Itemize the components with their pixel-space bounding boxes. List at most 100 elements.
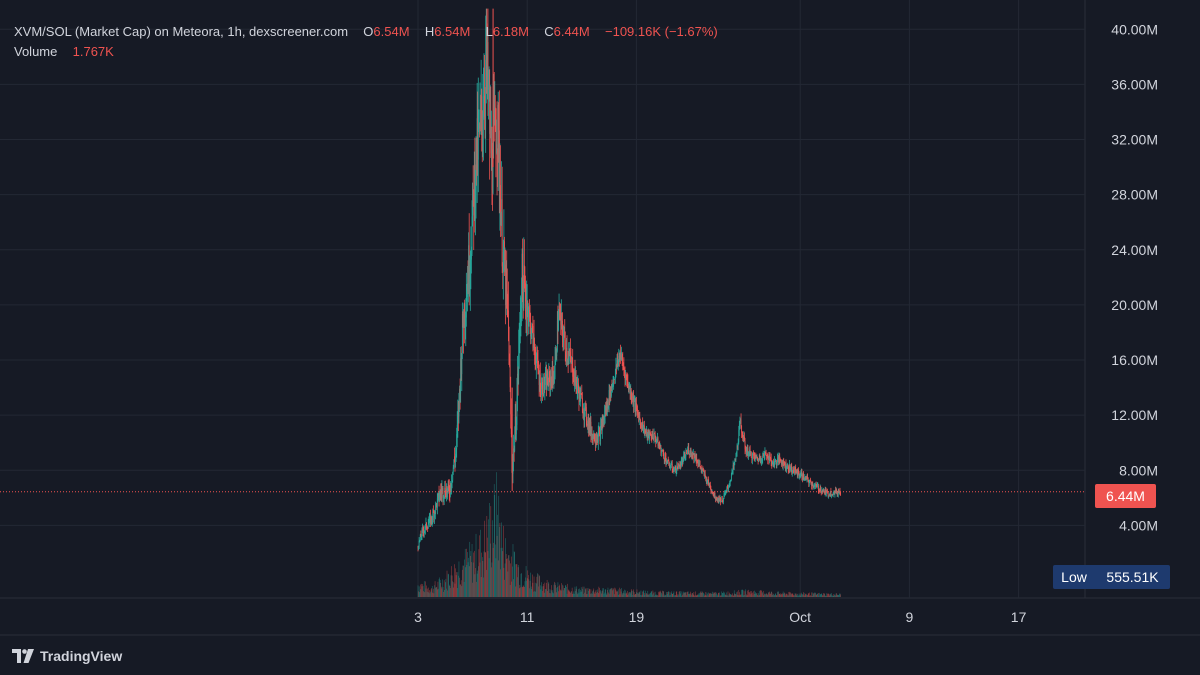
- symbol-title[interactable]: XVM/SOL (Market Cap) on Meteora, 1h, dex…: [14, 24, 349, 39]
- volume-bar: [807, 593, 809, 597]
- volume-bar: [441, 588, 443, 597]
- volume-bar: [557, 582, 559, 597]
- candle-body: [455, 453, 456, 462]
- candle-body: [475, 138, 477, 187]
- volume-bar: [768, 592, 769, 597]
- volume-bar: [721, 591, 723, 597]
- volume-bar: [801, 592, 802, 597]
- candle-body: [485, 23, 487, 60]
- volume-bar: [422, 584, 423, 597]
- volume-bar: [630, 589, 632, 597]
- volume-bar: [419, 584, 421, 597]
- volume-bar: [578, 589, 579, 597]
- candle-body: [464, 304, 466, 323]
- candle-body: [671, 463, 673, 470]
- candle-body: [704, 473, 706, 476]
- volume-bar: [748, 591, 750, 597]
- ohlc-legend-row: XVM/SOL (Market Cap) on Meteora, 1h, dex…: [14, 22, 718, 42]
- volume-bar: [839, 593, 841, 597]
- volume-bar: [682, 593, 684, 597]
- volume-label[interactable]: Volume: [14, 44, 58, 59]
- candle-body: [730, 479, 732, 482]
- volume-bar: [531, 588, 533, 597]
- candle-body: [639, 419, 641, 424]
- candle-body: [571, 359, 573, 361]
- volume-bar: [644, 593, 645, 597]
- candle-body: [555, 348, 557, 361]
- volume-bar: [626, 592, 628, 597]
- candle-body: [699, 463, 700, 465]
- time-axis[interactable]: 3 11 19 Oct 9 17: [414, 609, 1026, 625]
- volume-bar: [690, 591, 691, 597]
- volume-bar: [832, 595, 833, 597]
- candle-body: [695, 457, 697, 461]
- candle-body: [815, 484, 817, 486]
- volume-bar: [656, 594, 657, 597]
- candle-body: [794, 467, 795, 472]
- volume-bar: [766, 593, 768, 597]
- volume-bar: [813, 594, 815, 597]
- volume-bar: [719, 595, 721, 597]
- candle-body: [534, 350, 536, 361]
- volume-bar: [585, 589, 587, 597]
- candle-body: [624, 369, 625, 372]
- candle-body: [819, 487, 821, 491]
- volume-bar: [621, 588, 622, 597]
- candle-body: [745, 449, 746, 451]
- volume-bar: [589, 588, 591, 597]
- volume-bar: [781, 594, 782, 597]
- volume-bar: [520, 587, 521, 597]
- low-price-tag: Low 555.51K: [1053, 565, 1170, 589]
- candle-body: [820, 487, 822, 492]
- volume-bar: [504, 579, 505, 597]
- volume-bar: [533, 576, 535, 597]
- candle-body: [759, 457, 761, 461]
- volume-bar: [671, 591, 672, 597]
- candle-body: [567, 358, 568, 360]
- candle-body: [709, 485, 711, 490]
- volume-bar: [805, 593, 807, 597]
- volume-bar: [532, 582, 534, 597]
- volume-bar: [723, 591, 724, 597]
- volume-bar: [579, 588, 580, 597]
- volume-bar: [505, 538, 506, 597]
- volume-bar: [489, 502, 490, 597]
- candle-body: [577, 383, 579, 392]
- volume-bar: [607, 587, 609, 597]
- candle-body: [419, 534, 421, 540]
- candle-body: [555, 348, 557, 357]
- volume-bar: [418, 591, 419, 597]
- volume-bar: [438, 579, 440, 597]
- candle-body: [438, 492, 440, 501]
- candle-body: [579, 389, 581, 402]
- volume-bar: [836, 595, 838, 597]
- volume-bar: [802, 594, 803, 597]
- volume-bar: [528, 579, 530, 597]
- volume-bar: [559, 584, 560, 597]
- candle-body: [776, 462, 778, 465]
- candle-body: [608, 407, 609, 408]
- candle-body: [480, 109, 481, 111]
- candle-body: [458, 393, 460, 417]
- price-axis[interactable]: 4.00M8.00M12.00M16.00M20.00M24.00M28.00M…: [1111, 21, 1158, 533]
- volume-bar: [438, 588, 439, 597]
- volume-bar: [423, 581, 425, 597]
- candle-body: [782, 459, 784, 466]
- candle-body: [529, 310, 530, 315]
- candle-body: [469, 259, 471, 279]
- candle-body: [787, 464, 789, 470]
- volume-bar: [617, 589, 619, 597]
- candle-body: [761, 460, 762, 462]
- volume-bar: [832, 596, 834, 597]
- candle-body: [472, 182, 474, 191]
- volume-bar: [521, 586, 523, 597]
- candle-body: [434, 511, 435, 518]
- volume-bar: [476, 581, 477, 597]
- candle-body: [684, 456, 686, 459]
- candle-body: [442, 487, 443, 490]
- tradingview-branding[interactable]: TradingView: [12, 646, 122, 666]
- candle-body: [445, 495, 447, 498]
- volume-bar: [625, 590, 626, 597]
- candle-body: [543, 376, 545, 389]
